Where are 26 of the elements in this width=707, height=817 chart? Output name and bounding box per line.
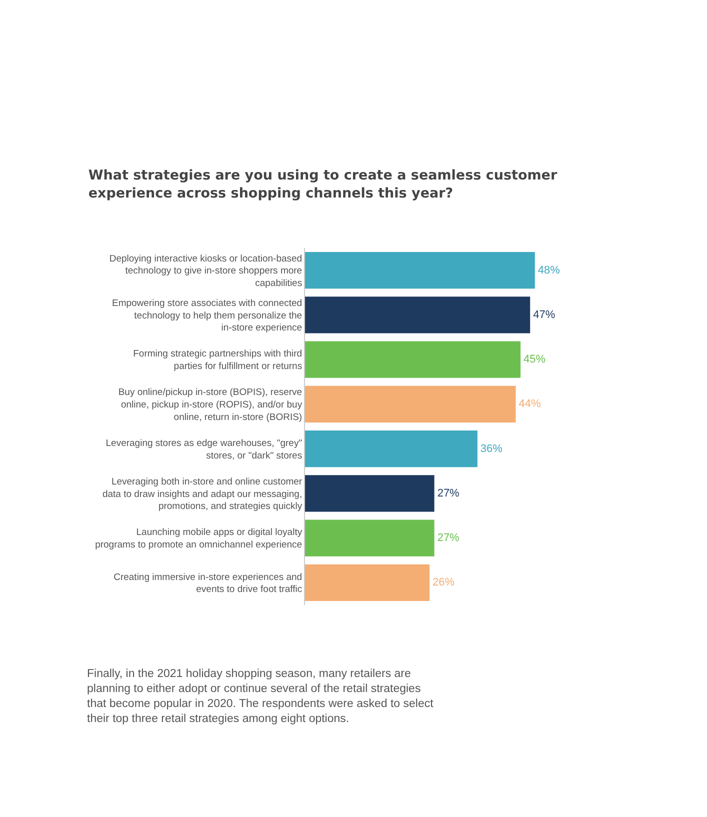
text: Finally, in the 2021 holiday shopping season, many retailers are planning to either adopt or continue several of the retail strategies that become popular in 2020. The respondents were asked to select their top three retail strategies among eight options. xyxy=(87,668,434,725)
bar xyxy=(305,386,516,422)
data-label: 44% xyxy=(518,398,541,410)
bar xyxy=(305,341,521,378)
y-tick-label: Creating immersive in-store experiences and events to drive foot traffic xyxy=(114,572,302,596)
data-label: 26% xyxy=(432,576,455,589)
y-tick-label: Empowering store associates with connected technology to help them personalize the in-store experience xyxy=(112,298,302,334)
bar xyxy=(305,252,535,289)
data-label: 47% xyxy=(533,308,556,321)
y-tick-label: Buy online/pickup in-store (BOPIS), reserve online, pickup in-store (ROPIS), and/or buy online, return in-store (BORIS) xyxy=(118,387,302,423)
data-label: 45% xyxy=(524,354,546,366)
y-tick-label: Forming strategic partnerships with third parties for fulfillment or returns xyxy=(133,348,302,372)
data-label: 48% xyxy=(538,264,560,276)
bar xyxy=(305,564,430,601)
bar xyxy=(305,520,434,556)
y-tick-label: Launching mobile apps or digital loyalty programs to promote an omnichannel experience xyxy=(95,527,302,551)
bar xyxy=(305,475,434,512)
bar xyxy=(305,430,478,468)
chart-title: What strategies are you using to create a seamless customer experience across shopping channels this year? xyxy=(88,168,558,202)
data-label: 27% xyxy=(437,532,460,544)
bar xyxy=(305,296,530,334)
data-label: 36% xyxy=(480,442,503,455)
y-tick-label: Deploying interactive kiosks or location-based technology to give in-store shoppers more capabilities xyxy=(109,253,302,289)
data-label: 27% xyxy=(437,487,460,500)
y-tick-label: Leveraging stores as edge warehouses, "grey" stores, or "dark" stores xyxy=(106,438,302,462)
y-tick-label: Leveraging both in-store and online customer data to draw insights and adapt our messaging, promotions, and strategies quickly xyxy=(102,476,302,512)
